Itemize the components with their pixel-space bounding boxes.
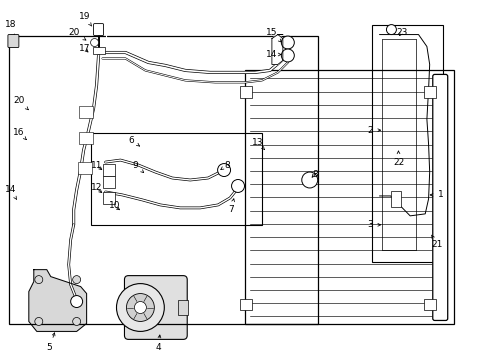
Bar: [102, 164, 114, 176]
Text: 3: 3: [367, 220, 380, 229]
Circle shape: [217, 163, 230, 176]
Text: 1: 1: [429, 190, 442, 199]
Bar: [102, 176, 114, 188]
Text: 12: 12: [90, 184, 102, 193]
Bar: [92, 46, 104, 54]
FancyBboxPatch shape: [124, 276, 187, 339]
Polygon shape: [29, 270, 86, 332]
Text: 21: 21: [430, 235, 442, 249]
Bar: [240, 298, 251, 310]
Text: 9: 9: [132, 161, 143, 172]
Text: 18: 18: [5, 20, 17, 37]
Circle shape: [134, 302, 146, 314]
Bar: [424, 298, 435, 310]
Bar: [371, 24, 442, 262]
Circle shape: [231, 180, 244, 193]
Circle shape: [386, 24, 396, 35]
Text: 11: 11: [90, 161, 102, 170]
Bar: [178, 300, 188, 315]
Bar: [79, 106, 93, 118]
Text: 2: 2: [367, 126, 380, 135]
FancyBboxPatch shape: [432, 75, 447, 320]
Text: 16: 16: [13, 128, 26, 140]
Text: 4: 4: [155, 335, 161, 352]
Text: 13: 13: [251, 138, 264, 150]
Bar: [240, 86, 251, 98]
Text: 5: 5: [47, 333, 55, 352]
Text: 19: 19: [79, 12, 92, 26]
Text: 20: 20: [13, 96, 28, 110]
Bar: [102, 192, 114, 204]
Text: 7: 7: [227, 199, 234, 215]
Circle shape: [71, 296, 82, 307]
Text: 10: 10: [108, 201, 120, 210]
Bar: [78, 162, 92, 174]
Text: 23: 23: [395, 28, 407, 37]
Circle shape: [35, 276, 42, 284]
Text: 14: 14: [265, 50, 281, 59]
Text: 8: 8: [221, 161, 229, 170]
Circle shape: [90, 39, 99, 46]
Text: 17: 17: [79, 44, 90, 53]
FancyBboxPatch shape: [8, 35, 19, 48]
Text: 15: 15: [265, 28, 281, 42]
Text: 6: 6: [128, 136, 139, 146]
Circle shape: [301, 172, 317, 188]
Text: 22: 22: [392, 151, 404, 167]
Circle shape: [116, 284, 164, 332]
Bar: [424, 86, 435, 98]
Circle shape: [281, 49, 294, 62]
Circle shape: [73, 276, 81, 284]
Text: 8: 8: [311, 170, 317, 179]
Circle shape: [73, 318, 81, 325]
Bar: [390, 191, 401, 207]
Circle shape: [35, 318, 42, 325]
Bar: [79, 132, 93, 144]
Circle shape: [126, 293, 154, 321]
Bar: [9, 36, 317, 324]
Text: 20: 20: [68, 28, 86, 40]
Bar: [244, 71, 453, 324]
Bar: [90, 133, 262, 225]
FancyBboxPatch shape: [93, 24, 103, 36]
Circle shape: [281, 36, 294, 49]
Text: 14: 14: [5, 185, 17, 200]
Polygon shape: [271, 35, 282, 64]
